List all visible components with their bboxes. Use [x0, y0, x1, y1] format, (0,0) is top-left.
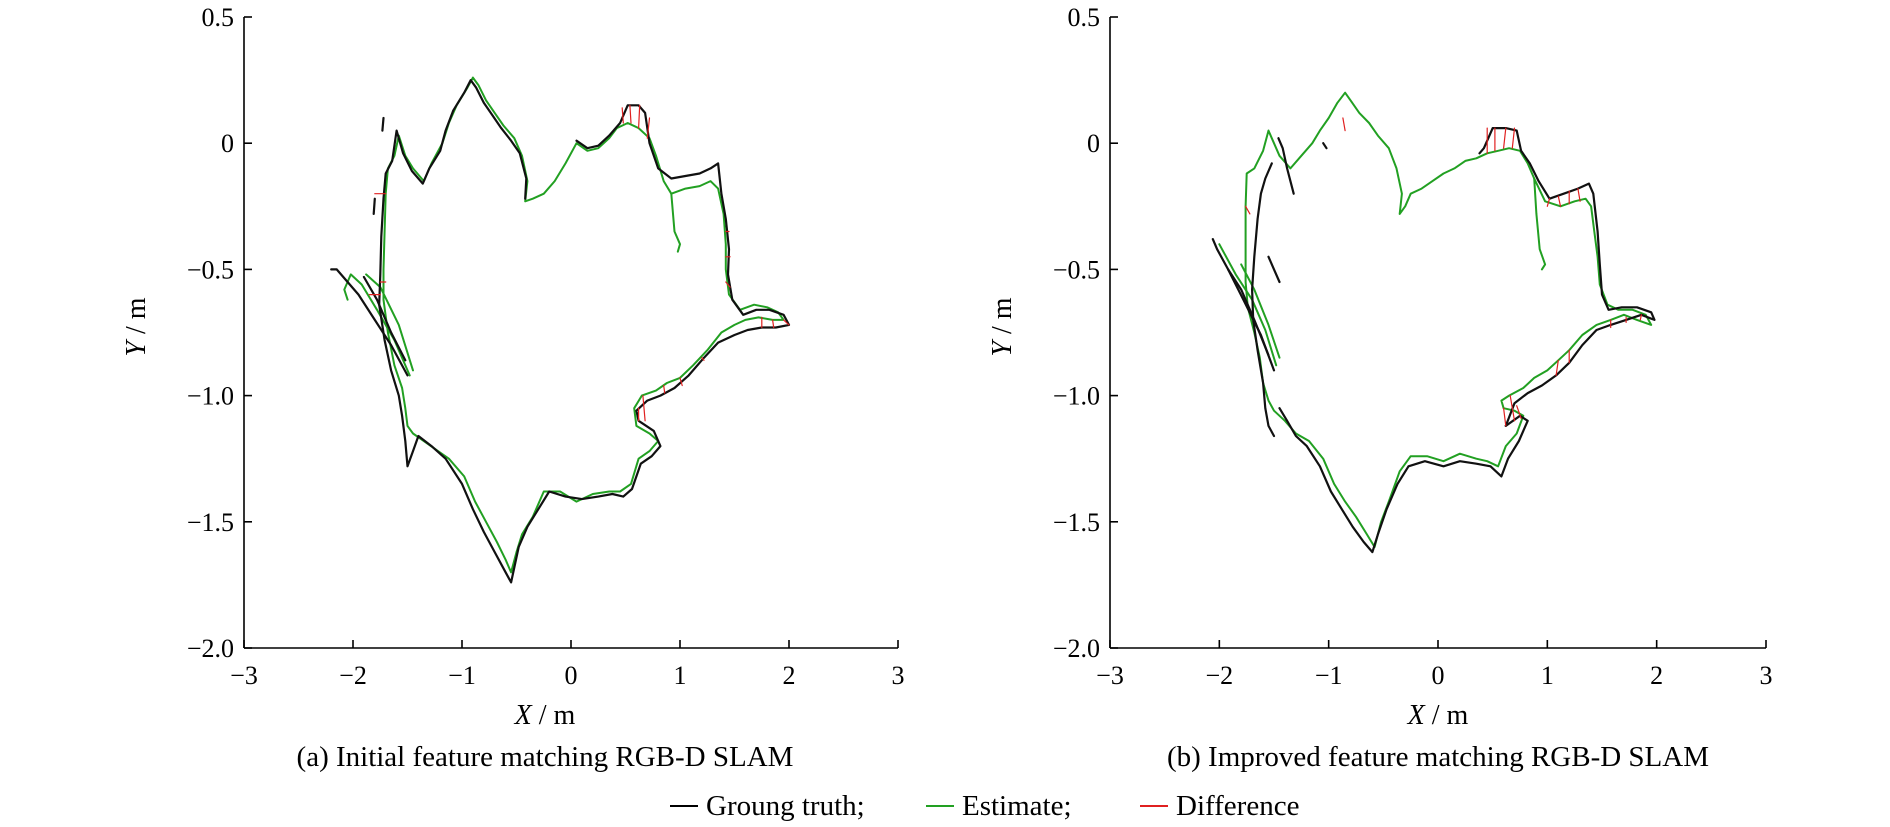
- plot-area: −3 −2 −1 0 1 2 3 0.5 0 −0.5 −1.0 −1.5 −2.0: [187, 3, 905, 690]
- groung-truth-line: [1227, 268, 1270, 357]
- x-tick-label: −3: [230, 661, 258, 690]
- groung-truth-line: [362, 275, 407, 362]
- legend-label-difference: Difference: [1176, 790, 1299, 822]
- difference-line: [621, 107, 624, 124]
- legend-item-ground-truth: Groung truth;: [670, 790, 865, 822]
- x-tick-label: −2: [1205, 661, 1233, 690]
- difference-line: [1546, 198, 1551, 207]
- legend: Groung truth; Estimate; Difference: [670, 790, 1299, 822]
- x-tick-label: 1: [674, 661, 687, 690]
- y-tick-label: 0: [1087, 129, 1100, 158]
- difference-line: [725, 281, 731, 288]
- estimate-line: [1533, 177, 1547, 271]
- series-difference: [1245, 117, 1642, 427]
- y-tick-label: −0.5: [1053, 255, 1100, 284]
- series-difference: [368, 104, 790, 422]
- difference-line: [1245, 205, 1251, 215]
- groung-truth-line: [1278, 407, 1529, 554]
- groung-truth-line: [330, 268, 409, 377]
- series-groung-truth: [330, 79, 791, 584]
- legend-label-ground-truth: Groung truth;: [706, 790, 865, 822]
- caption: (b) Improved feature matching RGB-D SLAM: [1167, 741, 1709, 773]
- estimate-line: [382, 76, 785, 574]
- panel-a: −3 −2 −1 0 1 2 3 0.5 0 −0.5 −1.0 −1.5 −2.0 X / m Y /…: [121, 3, 905, 773]
- difference-line: [772, 319, 775, 329]
- difference-line: [663, 384, 666, 394]
- y-tick-label: −1.5: [1053, 508, 1100, 537]
- y-tick-label: −1.0: [187, 382, 234, 411]
- difference-line: [1511, 127, 1516, 149]
- estimate-line: [1240, 263, 1281, 359]
- x-tick-label: −3: [1096, 661, 1124, 690]
- groung-truth-line: [381, 116, 385, 132]
- legend-item-estimate: Estimate;: [926, 790, 1072, 822]
- difference-line: [1503, 127, 1507, 149]
- series-groung-truth: [1211, 127, 1656, 554]
- difference-line: [1557, 195, 1562, 207]
- groung-truth-line: [1211, 238, 1276, 372]
- series-estimate: [1218, 91, 1653, 548]
- caption: (a) Initial feature matching RGB-D SLAM: [297, 741, 794, 773]
- legend-label-estimate: Estimate;: [962, 790, 1072, 822]
- difference-line: [1555, 359, 1559, 376]
- x-tick-label: 2: [783, 661, 796, 690]
- x-axis-label: X / m: [514, 700, 576, 731]
- x-tick-label: −2: [339, 661, 367, 690]
- difference-line: [1516, 405, 1522, 419]
- groung-truth-line: [372, 197, 376, 215]
- estimate-line: [1244, 91, 1653, 548]
- groung-truth-line: [378, 79, 791, 584]
- difference-line: [1577, 188, 1581, 202]
- groung-truth-line: [1478, 127, 1656, 427]
- y-axis-label: Y / m: [987, 297, 1018, 356]
- groung-truth-line: [1251, 162, 1276, 438]
- groung-truth-line: [1277, 137, 1295, 195]
- groung-truth-line: [1322, 142, 1328, 150]
- x-tick-label: 0: [1432, 661, 1445, 690]
- x-tick-label: 3: [892, 661, 905, 690]
- difference-line: [629, 104, 632, 124]
- y-tick-label: −1.5: [187, 508, 234, 537]
- difference-line: [642, 395, 646, 422]
- difference-line: [701, 357, 705, 361]
- estimate-line: [365, 273, 414, 372]
- difference-line: [679, 377, 683, 387]
- estimate-line: [1218, 243, 1278, 367]
- x-tick-label: 1: [1541, 661, 1554, 690]
- difference-line: [638, 104, 641, 129]
- panel-b: −3 −2 −1 0 1 2 3 0.5 0 −0.5 −1.0 −1.5 −2.0 X / m Y /…: [987, 3, 1773, 773]
- y-tick-label: −1.0: [1053, 382, 1100, 411]
- difference-line: [646, 117, 651, 139]
- plot-area: −3 −2 −1 0 1 2 3 0.5 0 −0.5 −1.0 −1.5 −2.0: [1053, 3, 1773, 690]
- y-axis-label: Y / m: [121, 297, 152, 356]
- difference-line: [1509, 395, 1516, 422]
- x-tick-label: −1: [1315, 661, 1343, 690]
- y-tick-label: 0.5: [1068, 3, 1101, 32]
- difference-line: [783, 319, 790, 326]
- x-tick-label: 2: [1650, 661, 1663, 690]
- x-axis-label: X / m: [1407, 700, 1469, 731]
- difference-line: [1342, 117, 1346, 132]
- y-tick-label: −0.5: [187, 255, 234, 284]
- difference-line: [1503, 407, 1507, 427]
- legend-item-difference: Difference: [1140, 790, 1299, 822]
- series-estimate: [343, 76, 785, 574]
- estimate-line: [670, 192, 681, 253]
- difference-line: [1639, 314, 1642, 321]
- y-tick-label: 0: [221, 129, 234, 158]
- x-tick-label: −1: [448, 661, 476, 690]
- groung-truth-line: [1267, 255, 1281, 284]
- y-tick-label: −2.0: [1053, 634, 1100, 663]
- x-tick-label: 0: [565, 661, 578, 690]
- y-tick-label: −2.0: [187, 634, 234, 663]
- y-tick-label: 0.5: [202, 3, 235, 32]
- x-tick-label: 3: [1760, 661, 1773, 690]
